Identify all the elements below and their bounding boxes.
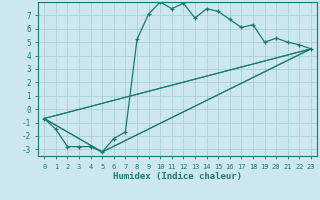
X-axis label: Humidex (Indice chaleur): Humidex (Indice chaleur) [113,172,242,181]
